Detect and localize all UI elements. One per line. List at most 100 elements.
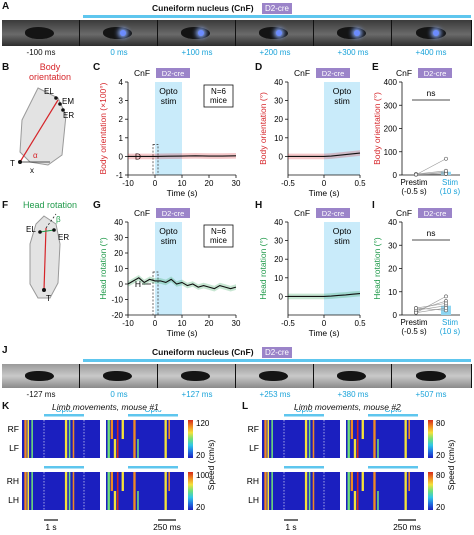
y-axis-label: Head rotation (°) — [98, 237, 108, 300]
chart-H: CnF D2-cre 0 10 20 30 40 Head rotation (°) Optos… — [258, 208, 366, 338]
heatmap-stripe — [168, 420, 170, 439]
x-tick-label: 30 — [232, 319, 241, 328]
strip-time-label: +400 ms — [415, 48, 447, 57]
heatmap-stripe — [107, 472, 110, 510]
x-tick-label: 10 — [178, 319, 187, 328]
limb-title-k: Limb movements, mouse #1 — [52, 402, 159, 412]
colorbar-min: 20 — [436, 451, 445, 460]
y-tick-label: 200 — [384, 125, 398, 134]
heatmap-stripe — [133, 420, 136, 458]
heatmap-stripe — [373, 420, 376, 458]
y-axis-label: Head rotation (°) — [258, 237, 268, 300]
x-tick-label: 0 — [322, 179, 327, 188]
x-axis-label: Time (s) — [309, 188, 340, 198]
heatmap-stripe — [350, 420, 354, 439]
limb-row-label: RF — [248, 424, 259, 434]
strip-time-label: +253 ms — [259, 390, 291, 399]
y-tick-label: 0 — [279, 292, 284, 301]
schematic-head-rotation: Head rotation EL ER T β — [23, 200, 77, 303]
x-tick-label: 30 — [232, 179, 241, 188]
chart-badge — [418, 68, 452, 78]
x-tick-label: 20 — [205, 179, 214, 188]
frame-a-3 — [158, 20, 236, 46]
stim-sub-label: (10 s) — [440, 187, 461, 196]
chart-badge-text: D2-cre — [162, 209, 185, 218]
colorbar — [188, 472, 193, 510]
n-mice-label: N=6 — [211, 227, 226, 236]
prestim-sub-label: (-0.5 s) — [401, 327, 427, 336]
colorbar-max: 80 — [436, 471, 445, 480]
chart-badge — [316, 68, 350, 78]
y-tick-label: 20 — [388, 265, 397, 274]
y-tick-label: 10 — [274, 134, 283, 143]
heatmap-stripe — [361, 472, 364, 491]
y-axis-label: Head rotation (°) — [372, 237, 382, 300]
panel-label-g: G — [93, 200, 101, 211]
opto-window — [155, 82, 182, 175]
chart-badge-text: D2-cre — [424, 209, 447, 218]
heatmap-stripe — [304, 420, 308, 458]
heatmap-stripe — [312, 420, 315, 458]
y-tick-label: -10 — [111, 296, 123, 305]
x-tick-label: 20 — [205, 319, 214, 328]
label-x-b: x — [30, 166, 34, 175]
heatmap-stripe — [168, 472, 170, 491]
sem-band — [288, 150, 360, 160]
speed-axis-label: Speed (cm/s) — [206, 440, 216, 491]
strip-time-label: +127 ms — [181, 390, 213, 399]
scale-bar-label: 1 s — [285, 522, 296, 532]
heatmap-stripe — [31, 420, 33, 458]
frame-a-5 — [314, 20, 392, 46]
frame-a-1 — [2, 20, 80, 46]
panel-label-l: L — [242, 401, 249, 412]
heatmap-cell-area — [22, 420, 100, 458]
colorbar-max: 100 — [196, 471, 210, 480]
strip-time-label: -100 ms — [26, 48, 56, 57]
limb-title-l: Limb movements, mouse #2 — [294, 402, 401, 412]
stim-point — [444, 156, 448, 161]
scale-bar-label: 1 s — [45, 522, 56, 532]
zoom-annotation: H — [135, 279, 141, 289]
y-tick-label: -1 — [116, 171, 124, 180]
heatmap-stripe — [137, 491, 139, 510]
colorbar-max: 120 — [196, 419, 210, 428]
label-t-b: T — [10, 159, 15, 168]
chart-cnf-label: CnF — [134, 68, 150, 78]
heatmap-stripe — [68, 420, 71, 458]
x-tick-label: -0.5 — [281, 319, 295, 328]
video-strip-j — [2, 364, 472, 388]
panel-label-b: B — [2, 62, 10, 73]
limb-panel-L: OptoOptoRFLF8020RHLH8020Speed (cm/s)1 s2… — [247, 410, 456, 532]
scale-bar-label: 250 ms — [153, 522, 181, 532]
panel-label-c: C — [93, 62, 101, 73]
y-tick-label: 20 — [274, 115, 283, 124]
x-tick-label: -10 — [122, 179, 134, 188]
heatmap-cell-area — [106, 472, 184, 510]
chart-cnf-label: CnF — [134, 208, 150, 218]
heatmap-stripe — [137, 439, 139, 458]
heatmap-stripe — [24, 472, 27, 510]
heatmap-stripe — [267, 420, 270, 458]
strip-time-label: +200 ms — [259, 48, 291, 57]
x-axis-label: Time (s) — [167, 188, 198, 198]
ns-label: ns — [427, 228, 436, 238]
heatmap-stripe — [24, 420, 27, 458]
head-rotation-title: Head rotation — [23, 200, 77, 210]
y-tick-label: 10 — [388, 288, 397, 297]
limb-row-label: RH — [7, 476, 19, 486]
label-er-b: ER — [63, 111, 74, 120]
heatmap-stripe — [404, 420, 407, 458]
y-tick-label: 3 — [119, 97, 124, 106]
heatmap-stripe — [264, 472, 267, 510]
x-tick-label: 0.5 — [354, 179, 366, 188]
limb-row-label: RH — [247, 476, 259, 486]
chart-cnf-label: CnF — [396, 208, 412, 218]
heatmap-stripe — [264, 420, 267, 458]
y-axis-label: Body orientation (°) — [258, 92, 268, 165]
heatmap-stripe — [116, 472, 119, 510]
y-tick-label: 0 — [279, 152, 284, 161]
opto-bar-label: Opto — [295, 410, 313, 414]
y-axis-label: Body orientation (×100°) — [98, 82, 108, 174]
heatmap-stripe — [312, 472, 315, 510]
